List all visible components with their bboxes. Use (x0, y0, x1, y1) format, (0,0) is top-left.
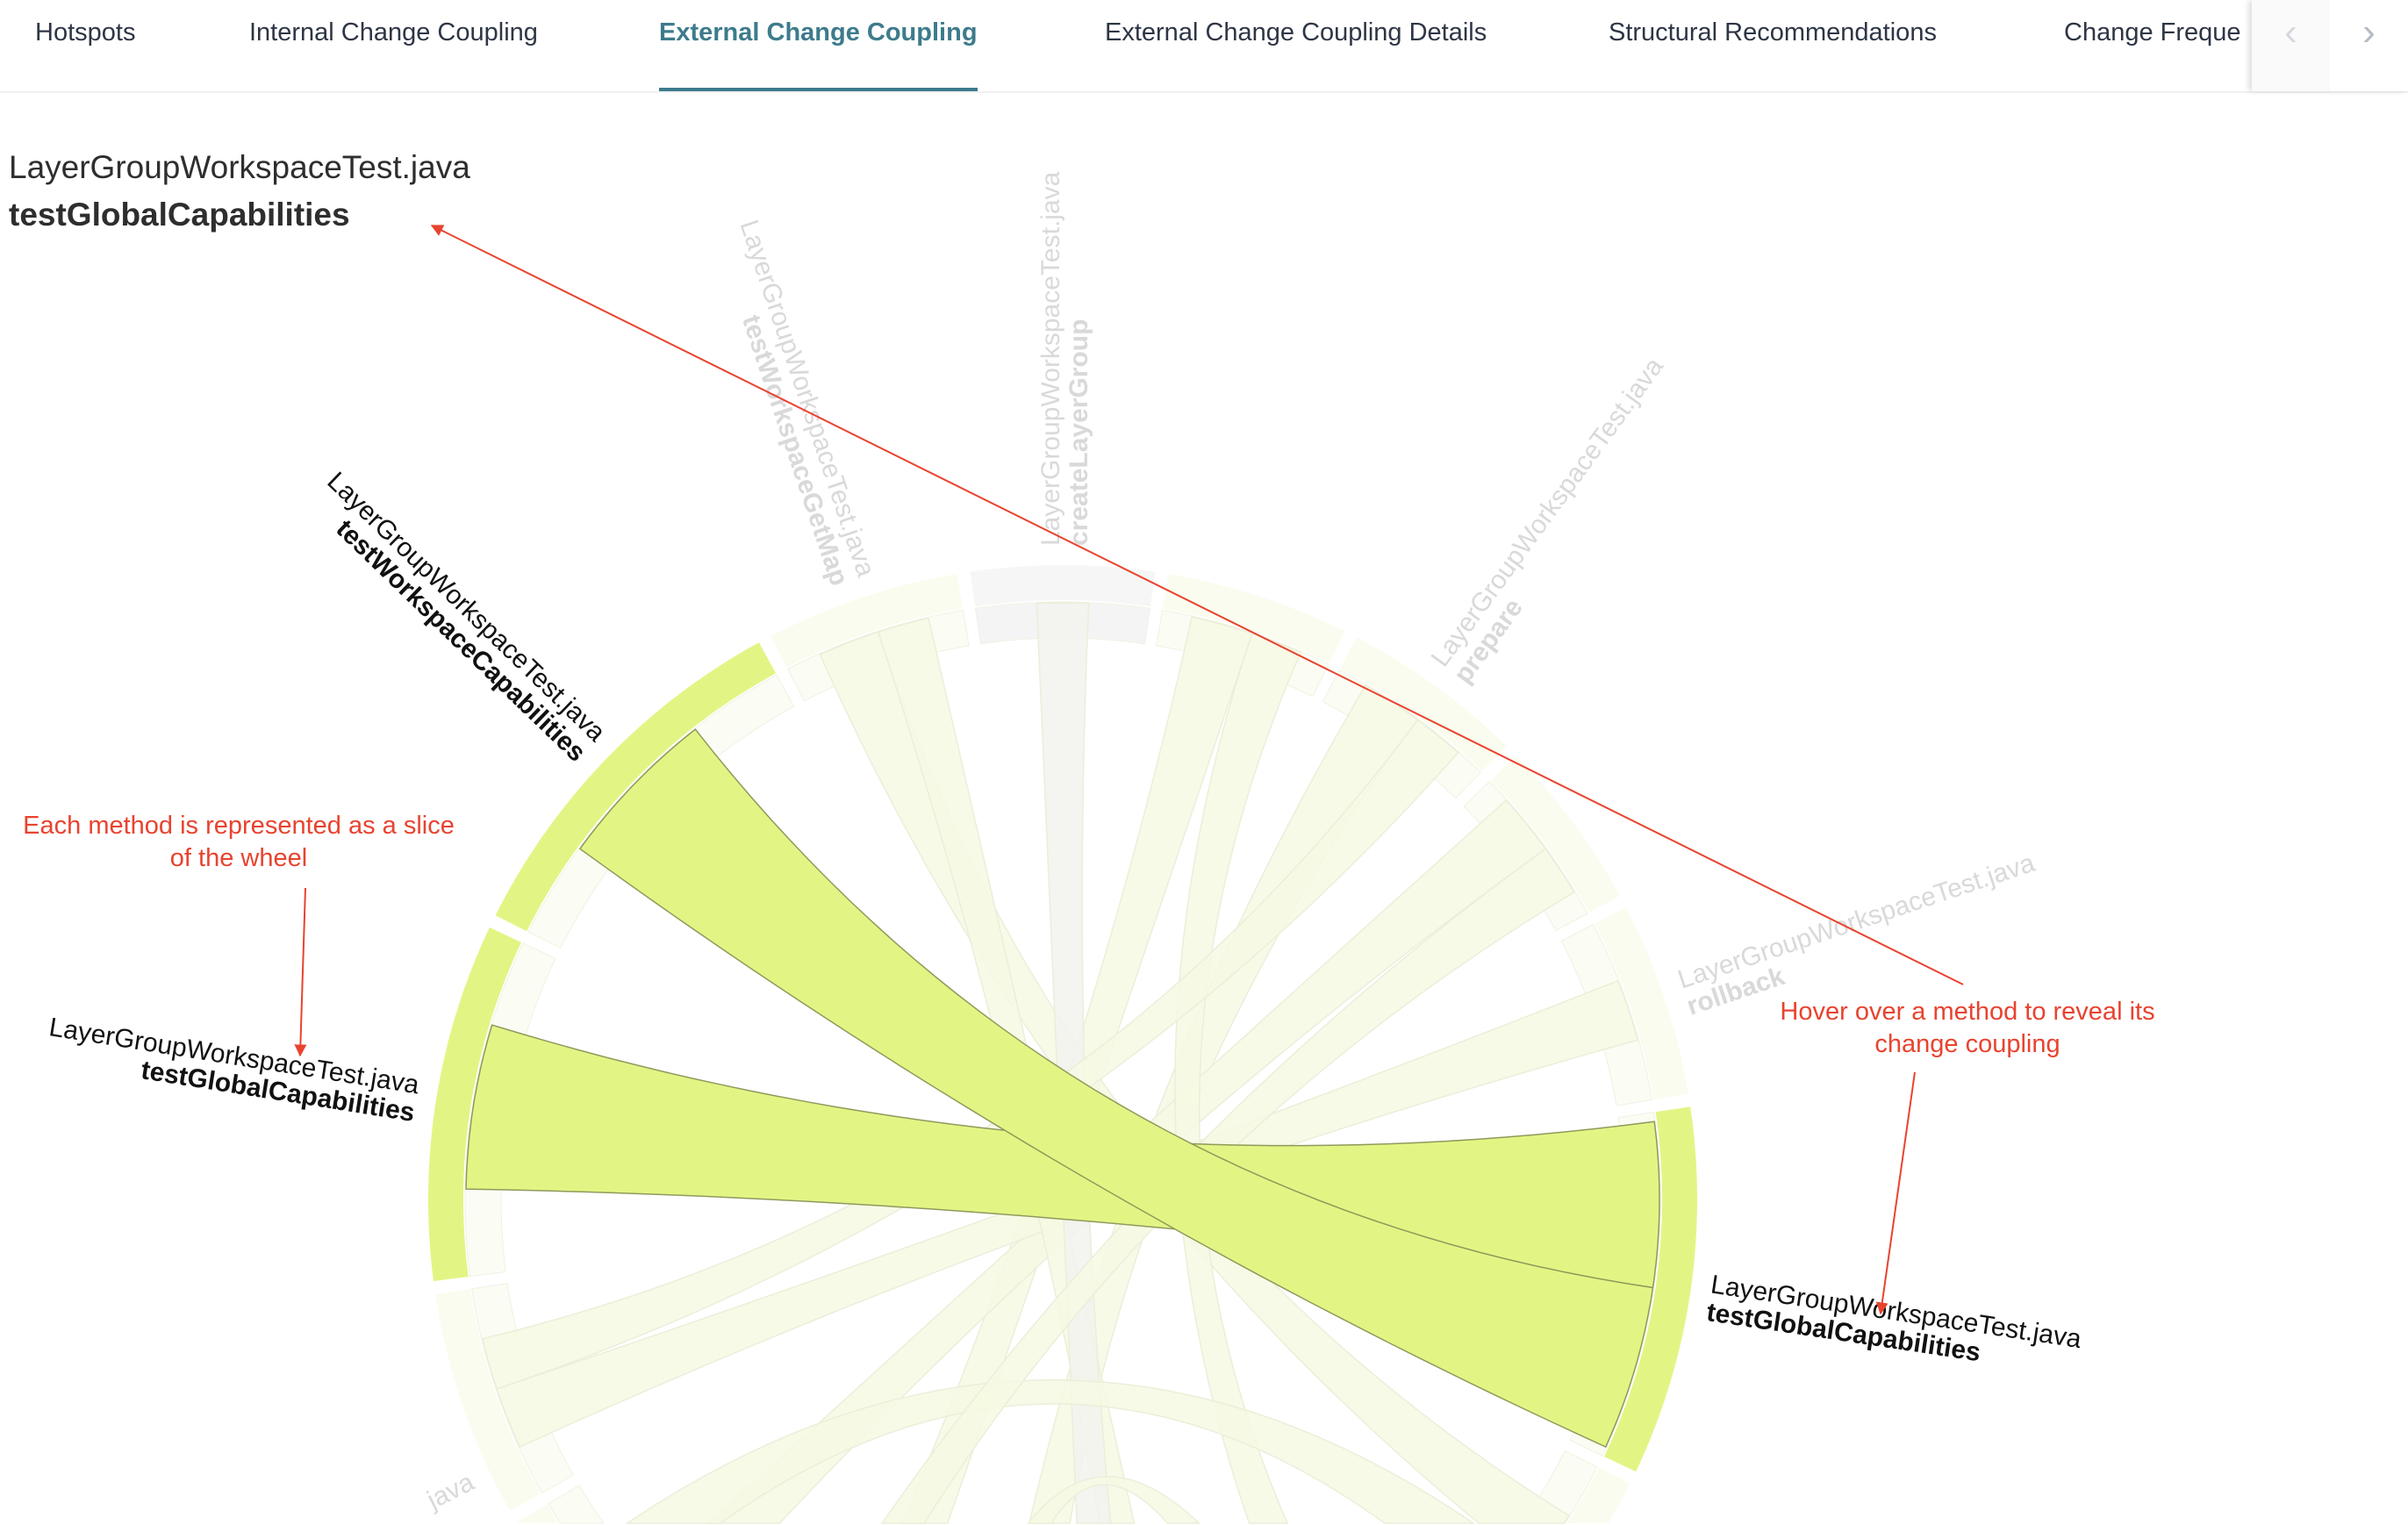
method-arc[interactable] (516, 1504, 559, 1523)
selected-file-name: LayerGroupWorkspaceTest.java (9, 149, 470, 185)
method-arc[interactable] (428, 927, 521, 1282)
tab-bar: Hotspots Internal Change Coupling Extern… (0, 0, 2408, 93)
tab-hotspots[interactable]: Hotspots (35, 18, 136, 47)
method-label-name: testWorkspaceCapabilities (331, 514, 591, 768)
method-label-file: LayerGroupWorkspaceTest.java (1036, 171, 1065, 546)
annotation-slice: Each method is represented as a slice of… (23, 812, 455, 872)
method-label-file: LayerGroupWorkspaceTest.java (1426, 352, 1669, 672)
method-arc[interactable] (1604, 1106, 1697, 1472)
method-arc[interactable] (1595, 907, 1688, 1100)
annotation-hover: Hover over a method to reveal its change… (1780, 998, 2155, 1058)
chevron-left-icon[interactable]: ‹ (2252, 0, 2330, 91)
annotation-arrow-hover (1875, 1071, 1916, 1315)
tab-change-frequency[interactable]: Change Freque (2064, 18, 2241, 47)
tab-structural-recommendations[interactable]: Structural Recommendations (1609, 18, 1937, 47)
method-label[interactable]: LayerGroupWorkspaceTest.java createLayerG… (1036, 171, 1093, 546)
method-label[interactable]: LayerGroupWorkspaceTest.javatestWorkspac… (302, 467, 611, 768)
method-label-file: LayerGroupWorkspaceTest.java (1674, 848, 2039, 995)
tab-internal-change-coupling[interactable]: Internal Change Coupling (249, 18, 538, 47)
method-label[interactable]: LayerGroupWorkspaceTest.javatestWorkspac… (707, 217, 880, 590)
method-label[interactable]: LayerGroupWorkspaceTest.javatestGlobalCa… (43, 1013, 422, 1128)
method-arc[interactable] (970, 565, 1156, 607)
method-label[interactable]: java (422, 1467, 479, 1515)
method-label[interactable]: LayerGroupWorkspaceTest.javatestGlobalCa… (1705, 1270, 2084, 1381)
annotation-arrow-slice (294, 887, 307, 1057)
method-slice[interactable] (548, 1485, 606, 1524)
tab-list: Hotspots Internal Change Coupling Extern… (0, 0, 2252, 91)
method-arc[interactable] (1162, 574, 1345, 663)
coupling-chord[interactable] (625, 1379, 1476, 1524)
method-arc[interactable] (1491, 755, 1620, 913)
method-arc[interactable] (495, 642, 777, 932)
chevron-right-icon[interactable]: › (2362, 11, 2376, 54)
tab-scroll-controls: ‹ › (2252, 0, 2408, 91)
method-arc[interactable] (770, 574, 964, 668)
tab-external-change-coupling[interactable]: External Change Coupling (659, 0, 978, 91)
selected-method-name: testGlobalCapabilities (9, 197, 350, 233)
method-arc[interactable] (435, 1289, 541, 1511)
method-label-file: java (422, 1467, 479, 1515)
coupling-chord[interactable] (880, 848, 1575, 1524)
method-label-name: createLayerGroup (1064, 319, 1093, 546)
method-label-file: LayerGroupWorkspaceTest.java (321, 467, 611, 748)
method-arc[interactable] (1566, 1467, 1630, 1523)
tab-external-change-coupling-details[interactable]: External Change Coupling Details (1105, 18, 1487, 47)
annotation-arrow-selection (430, 225, 1964, 985)
coupling-chord-highlighted[interactable] (578, 728, 1654, 1448)
coupling-chord[interactable] (1027, 1475, 1201, 1524)
chord-group (464, 601, 1661, 1524)
